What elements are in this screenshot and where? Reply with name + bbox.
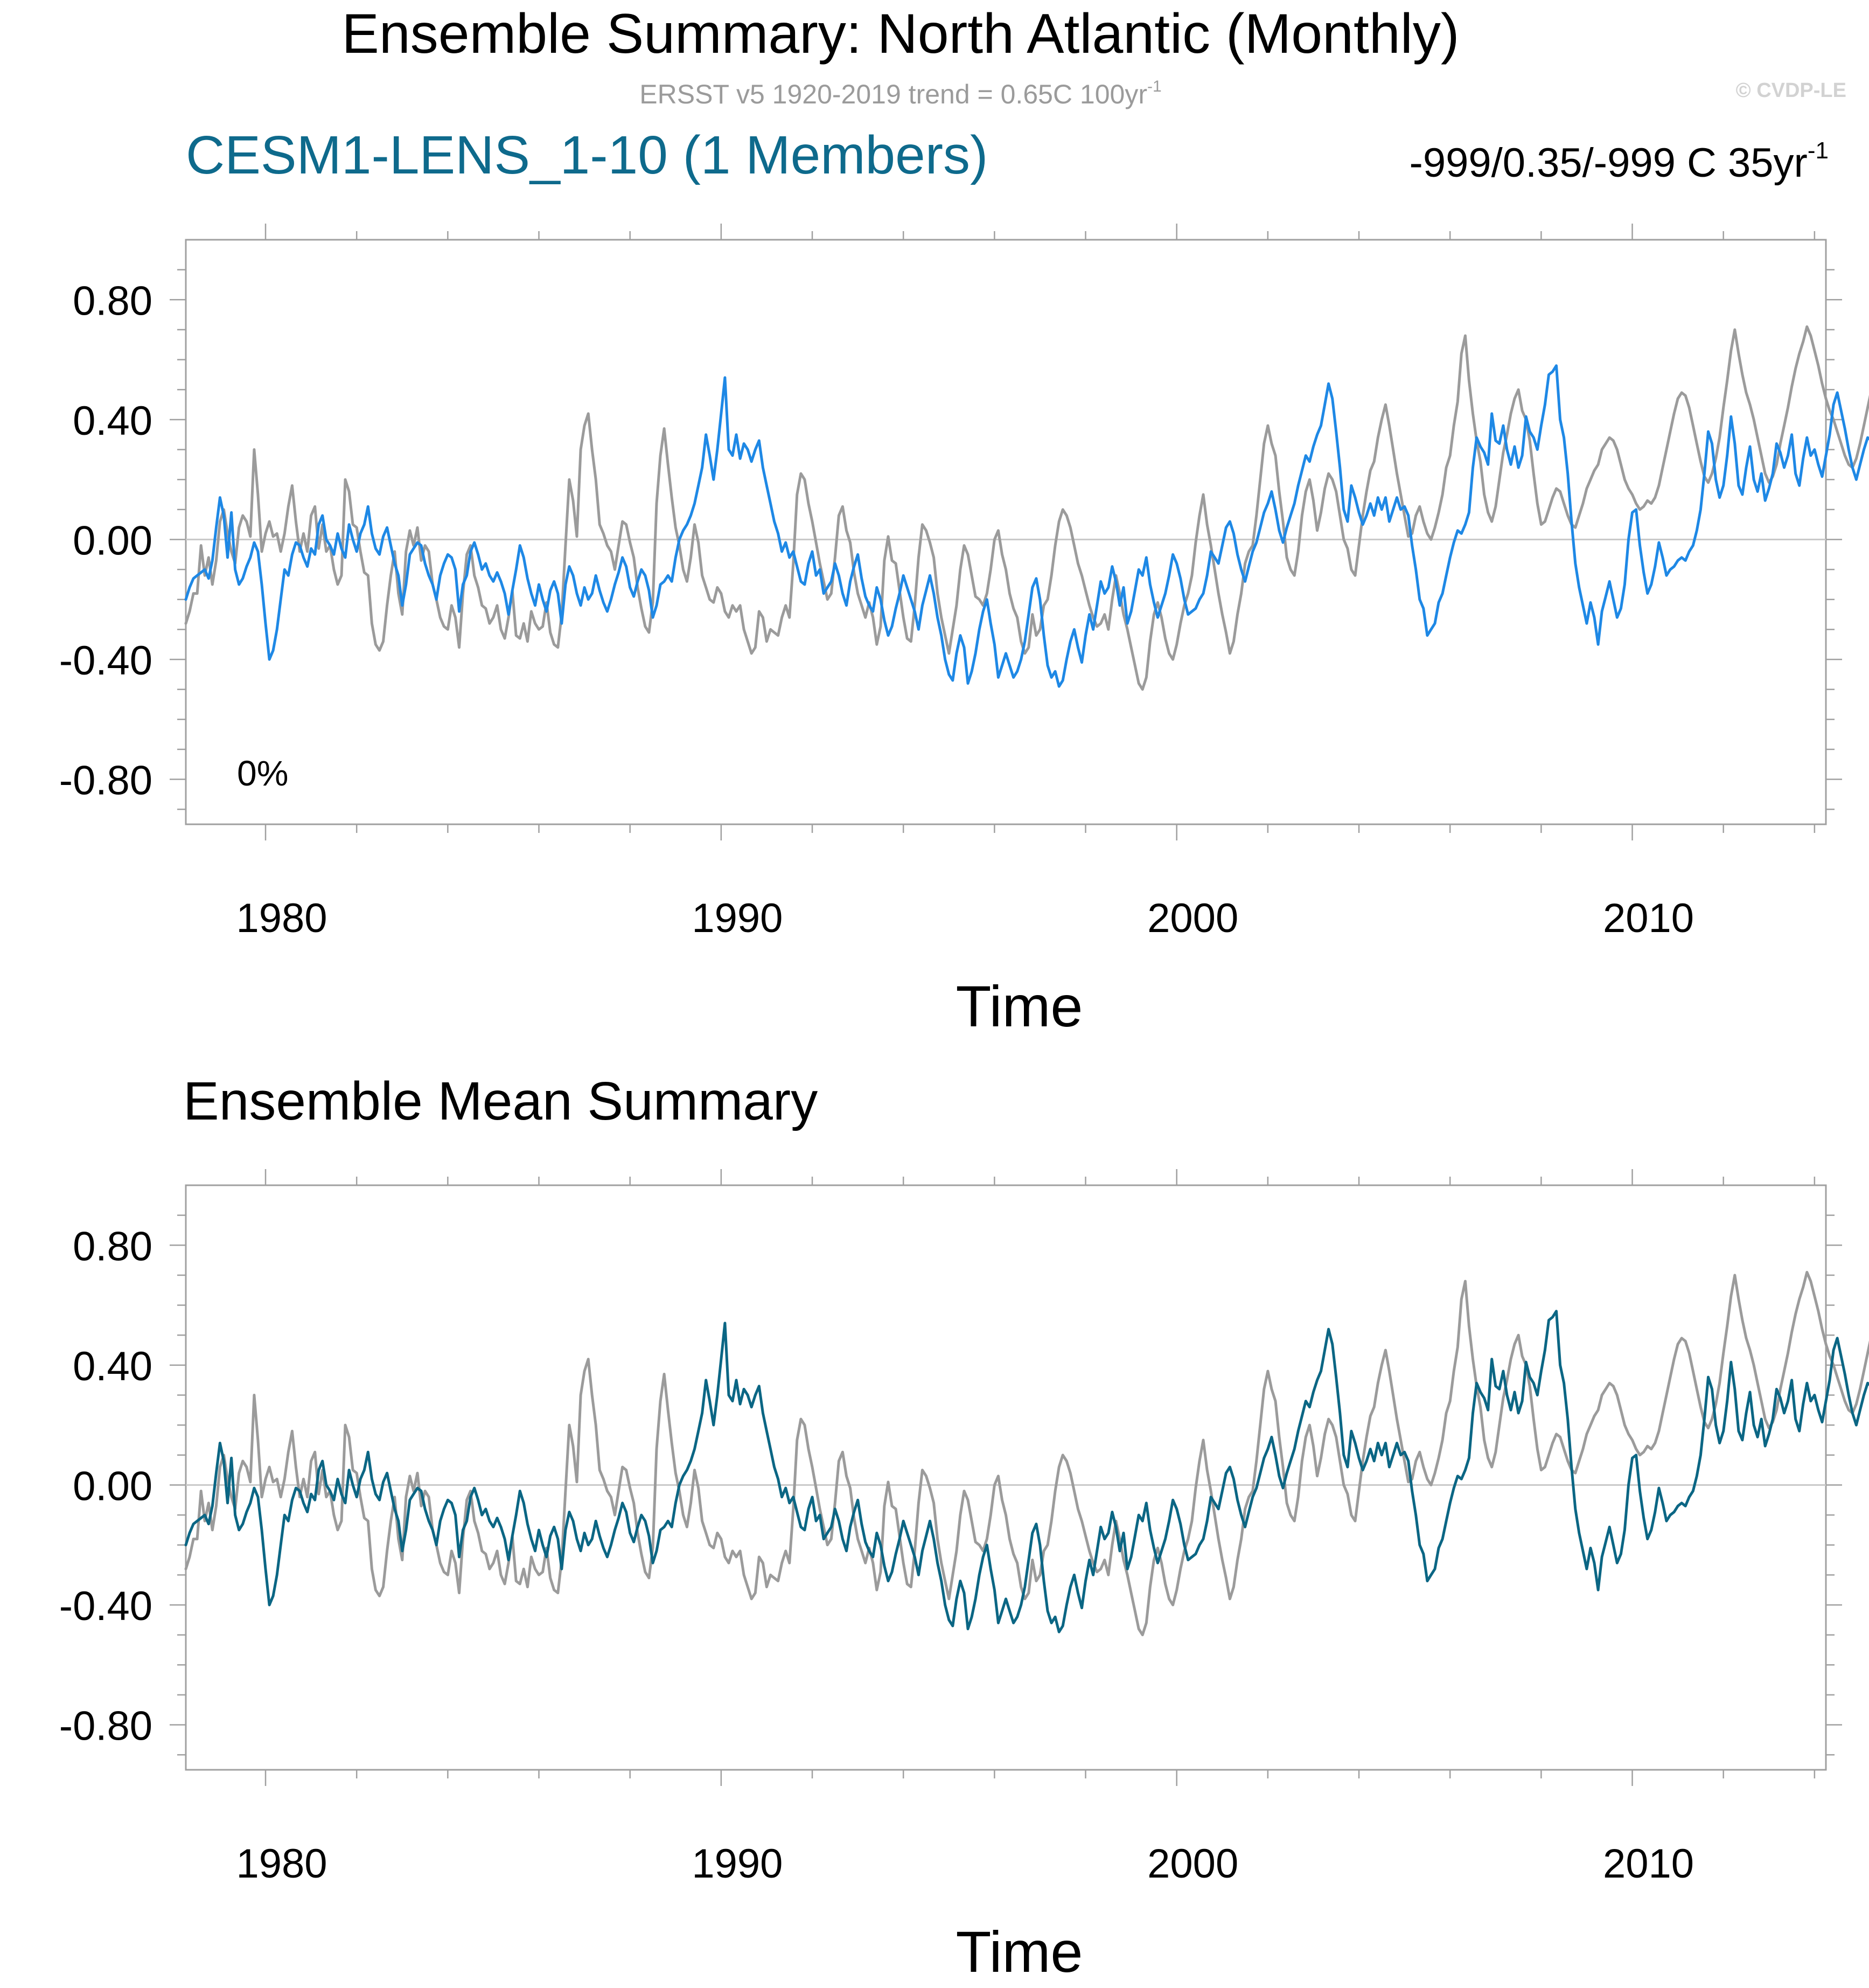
figure-title: Ensemble Summary: North Atlantic (Monthl… xyxy=(342,3,1460,65)
panel-bottom: -0.80 -0.40 0.00 0.40 0.80 1980 1990 2000 2010 Ti… xyxy=(59,1169,1869,1984)
top-ytick-label: 0.80 xyxy=(73,278,152,324)
credit-label: © CVDP-LE xyxy=(1736,79,1846,102)
model-trend-sup: -1 xyxy=(1808,137,1829,164)
top-xtick-label: 1990 xyxy=(692,895,783,941)
model-label: CESM1-LENS_1-10 (1 Members) xyxy=(186,125,988,185)
bottom-series-obs-line xyxy=(184,1270,1869,1637)
obs-trend-sup: -1 xyxy=(1147,78,1162,95)
obs-trend-subtitle: ERSST v5 1920-2019 trend = 0.65C 100yr-1 xyxy=(639,78,1161,109)
model-trend-text: -999/0.35/-999 C 35yr xyxy=(1410,140,1808,186)
top-xtick-label: 2010 xyxy=(1603,895,1694,941)
top-ytick-label: -0.80 xyxy=(59,758,152,804)
model-trend-label: -999/0.35/-999 C 35yr-1 xyxy=(1410,137,1829,186)
bottom-ytick-label: -0.80 xyxy=(59,1704,152,1749)
top-series-member-line xyxy=(184,364,1869,688)
top-ytick-label: 0.00 xyxy=(73,518,152,564)
top-xtick-label: 2000 xyxy=(1147,895,1238,941)
bottom-xaxis-title: Time xyxy=(956,1919,1083,1984)
bottom-xtick-label: 2000 xyxy=(1147,1841,1238,1887)
bottom-ytick-label: -0.40 xyxy=(59,1583,152,1629)
bottom-ytick-label: 0.80 xyxy=(73,1224,152,1269)
top-percent-annotation: 0% xyxy=(237,753,288,793)
panel-top: -0.80 -0.40 0.00 0.40 0.80 1980 1990 2000 2010 Ti… xyxy=(59,224,1869,1039)
top-ytick-label: -0.40 xyxy=(59,638,152,684)
bottom-plot-frame xyxy=(185,1184,1827,1771)
top-plot-frame xyxy=(185,239,1827,825)
top-xtick-label: 1980 xyxy=(236,895,327,941)
ensemble-mean-title: Ensemble Mean Summary xyxy=(183,1071,818,1131)
bottom-xtick-label: 1990 xyxy=(692,1841,783,1887)
bottom-xtick-label: 2010 xyxy=(1603,1841,1694,1887)
top-ytick-label: 0.40 xyxy=(73,398,152,444)
top-series-obs-line xyxy=(184,325,1869,691)
bottom-ytick-label: 0.40 xyxy=(73,1344,152,1389)
top-xaxis-title: Time xyxy=(956,974,1083,1039)
bottom-series-mean-line xyxy=(184,1310,1869,1634)
obs-trend-text: ERSST v5 1920-2019 trend = 0.65C 100yr xyxy=(639,79,1147,109)
bottom-ytick-label: 0.00 xyxy=(73,1463,152,1509)
bottom-xtick-label: 1980 xyxy=(236,1841,327,1887)
